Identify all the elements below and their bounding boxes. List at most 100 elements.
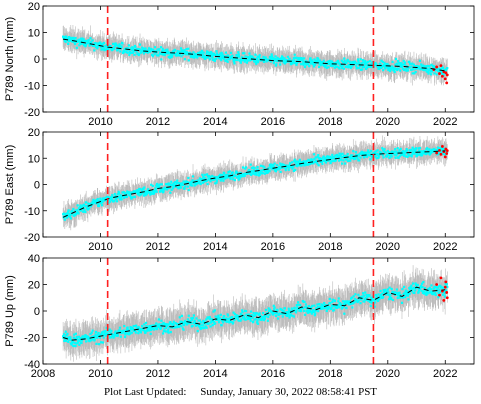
data-point (211, 56, 214, 59)
data-point (94, 200, 97, 203)
data-point (411, 72, 414, 75)
data-point (312, 61, 315, 64)
data-point (320, 157, 323, 161)
data-point (247, 168, 251, 172)
data-point (329, 158, 333, 161)
data-point (65, 35, 68, 38)
data-point (288, 163, 291, 166)
data-point (252, 170, 255, 173)
recent-point (438, 148, 441, 152)
data-point (181, 327, 184, 330)
data-point (265, 60, 268, 63)
data-point (378, 153, 381, 156)
data-point (169, 191, 172, 194)
data-point (162, 329, 166, 333)
data-point (296, 165, 299, 168)
data-point (379, 63, 382, 66)
data-point (62, 333, 66, 336)
data-point (194, 323, 197, 326)
data-point (231, 54, 234, 57)
data-point (358, 159, 361, 162)
data-point (270, 57, 273, 60)
data-point (169, 184, 172, 187)
data-point (396, 68, 399, 71)
data-point (352, 150, 355, 153)
data-point (369, 158, 372, 161)
data-point (66, 37, 69, 41)
data-point (139, 51, 142, 54)
data-point (167, 182, 170, 185)
model-line (63, 38, 446, 72)
data-point (163, 327, 166, 330)
data-point (201, 324, 204, 327)
data-point (292, 165, 295, 168)
data-point (211, 318, 214, 321)
data-point (350, 65, 353, 68)
data-point (398, 148, 401, 152)
data-point (90, 40, 93, 43)
data-point (289, 63, 292, 66)
data-point (63, 335, 66, 339)
data-point (297, 160, 300, 163)
data-point (413, 72, 416, 75)
data-point (76, 204, 79, 207)
data-point (73, 341, 76, 344)
data-point (388, 69, 392, 73)
data-point (92, 337, 95, 340)
data-point (274, 170, 278, 173)
data-point (359, 156, 362, 159)
data-point (198, 54, 201, 57)
data-point (136, 52, 139, 55)
data-point (214, 178, 217, 181)
recent-point (435, 65, 439, 69)
data-point (393, 150, 396, 154)
data-point (436, 68, 439, 71)
data-point (134, 45, 137, 49)
data-point (72, 207, 75, 211)
data-point (131, 196, 134, 199)
data-point (105, 195, 108, 199)
data-point (426, 147, 429, 150)
data-point (306, 63, 310, 66)
data-point (130, 48, 134, 51)
data-point (335, 153, 339, 157)
data-point (287, 165, 290, 168)
data-point (130, 331, 134, 334)
data-point (253, 173, 257, 176)
data-point (210, 320, 213, 323)
data-point (78, 207, 81, 210)
data-point (353, 60, 357, 63)
data-point (322, 59, 325, 62)
data-point (82, 44, 86, 47)
data-point (331, 64, 334, 68)
data-point (362, 61, 365, 64)
data-point (219, 173, 222, 176)
data-point (79, 204, 82, 207)
data-point (317, 60, 320, 64)
data-point (384, 67, 387, 70)
data-point (215, 179, 219, 182)
data-point (91, 335, 94, 339)
data-point (357, 154, 360, 157)
data-point (205, 55, 208, 59)
data-point (117, 192, 121, 195)
data-point (406, 155, 409, 158)
data-point (349, 159, 352, 162)
data-point (174, 183, 178, 187)
data-point (394, 148, 397, 151)
data-point (270, 164, 273, 167)
data-point (225, 176, 228, 179)
data-point (292, 169, 295, 173)
data-point (119, 335, 122, 338)
data-point (252, 166, 255, 169)
data-point (96, 42, 99, 45)
data-point (221, 321, 225, 324)
data-point (263, 172, 266, 175)
data-point (374, 61, 377, 65)
data-point (249, 55, 252, 58)
data-point (393, 153, 396, 156)
data-point (282, 163, 286, 167)
data-point (273, 168, 277, 171)
data-point (438, 70, 441, 73)
data-point (343, 57, 346, 60)
